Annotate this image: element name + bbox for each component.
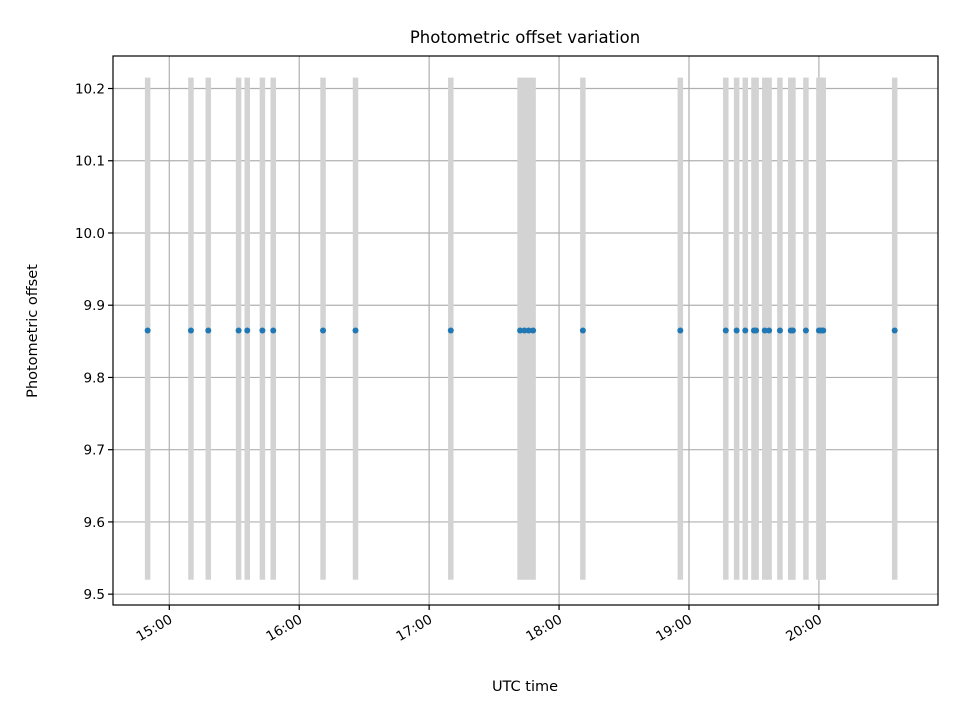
data-point [235,327,242,334]
data-point [530,327,537,334]
x-tick-label: 18:00 [523,612,565,645]
data-point [579,327,586,334]
data-points [144,327,898,334]
plot-frame [112,55,939,606]
y-tick-label: 9.9 [84,298,105,314]
data-point [677,327,684,334]
y-tick-label: 9.6 [84,515,105,531]
y-tick-label: 9.5 [84,587,105,603]
data-point [776,327,783,334]
data-point [802,327,809,334]
y-tick-label: 10.1 [75,154,105,170]
data-point [891,327,898,334]
y-tick-label: 9.7 [84,443,105,459]
data-point [205,327,212,334]
data-point [820,327,827,334]
data-point [259,327,266,334]
y-axis-label: Photometric offset [25,264,41,398]
data-point [733,327,740,334]
data-point [352,327,359,334]
x-tick-label: 16:00 [264,612,306,645]
data-point [742,327,749,334]
data-point [244,327,251,334]
data-point [789,327,796,334]
data-point [761,327,768,334]
y-tick-label: 10.0 [75,226,105,242]
x-tick-label: 20:00 [783,612,825,645]
data-point [521,327,528,334]
x-axis-label: UTC time [492,679,558,695]
x-tick-label: 19:00 [653,612,695,645]
data-point [517,327,524,334]
data-point [722,327,729,334]
data-point [187,327,194,334]
x-tick-label: 17:00 [393,612,435,645]
data-point [447,327,454,334]
data-point [753,327,760,334]
data-point [766,327,773,334]
data-point [525,327,532,334]
x-tick-label: 15:00 [134,612,176,645]
y-tick-label: 9.8 [84,370,105,386]
chart-title: Photometric offset variation [410,28,640,47]
data-point [320,327,327,334]
data-point [270,327,277,334]
y-tick-label: 10.2 [75,82,105,98]
data-point [144,327,151,334]
